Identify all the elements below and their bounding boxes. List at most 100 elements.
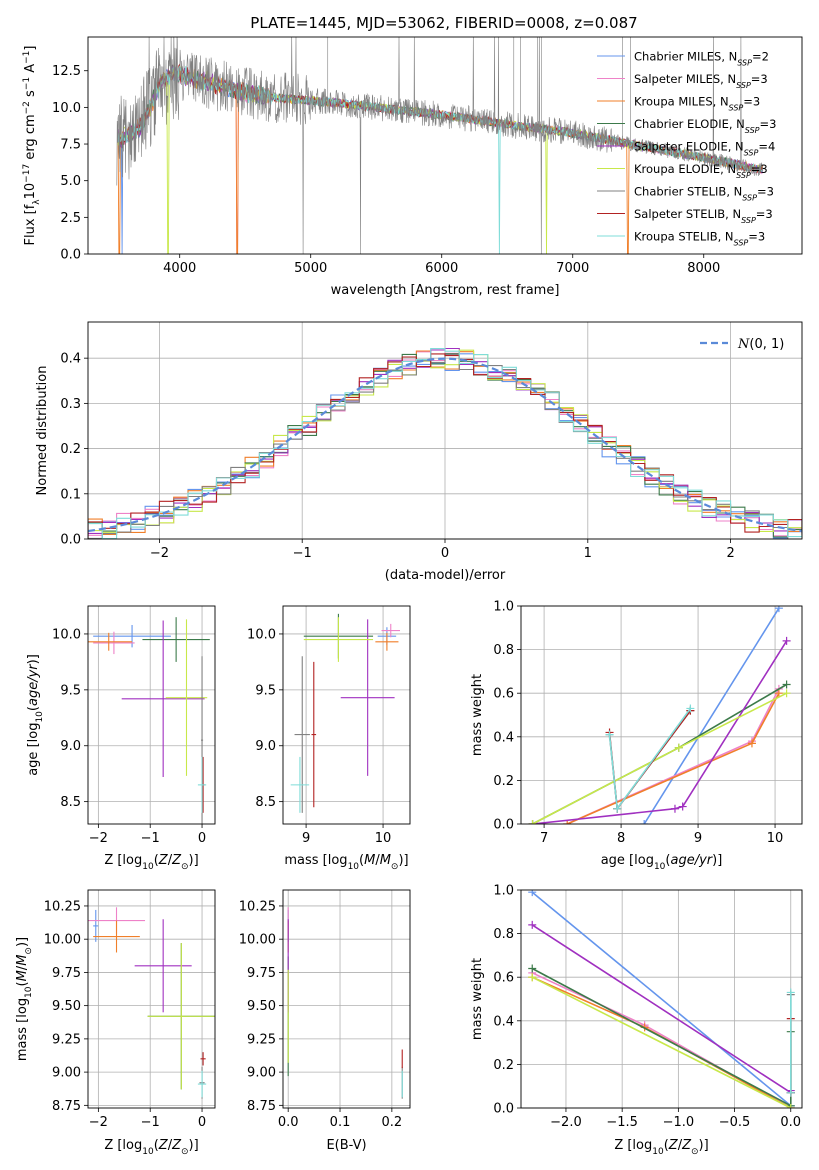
age_vs_Z-xtick-label: 0 (198, 831, 206, 846)
age_vs_Z-ytick-label: 9.5 (60, 683, 81, 698)
mass_weight_vs_age-axes-frame (520, 605, 803, 825)
age_vs_mass-ytick-label: 9.0 (255, 739, 276, 754)
mass_vs_ebv-series-group (287, 907, 403, 1099)
mass_weight_vs_age-xtick-label: 9 (694, 831, 702, 846)
mass_weight_vs_age-ytick-label: 1.0 (493, 600, 514, 615)
hist-xlabel: (data-model)/error (385, 568, 506, 583)
mass_weight_vs_age-series-salpeter-elodie-marker (782, 636, 791, 645)
mass_weight_vs_age-ytick-label: 0.4 (493, 730, 514, 745)
mass_vs_ebv-xtick-label: 0.2 (382, 1115, 403, 1130)
age_vs_Z-errorbar-chabrier-miles (93, 625, 171, 648)
age_vs_mass-ytick-label: 10.0 (247, 627, 276, 642)
mass_vs_Z-errorbar-salpeter-elodie (134, 919, 192, 1013)
hist-series-kroupa-elodie (88, 349, 802, 533)
hist-series-kroupa-stelib (88, 348, 802, 539)
mass_weight_vs_age-series-chabrier-miles-marker (640, 820, 649, 824)
age_vs_Z-errorbar-salpeter-miles (93, 631, 135, 655)
mass_vs_Z-ytick-label: 9.75 (52, 966, 81, 981)
age_vs_Z-errorbar-kroupa-miles (88, 632, 133, 651)
age_vs_mass-ytick-label: 9.5 (255, 683, 276, 698)
spectrum-observed-data (116, 37, 763, 254)
mass_vs_Z-xtick-label: 0 (198, 1115, 206, 1130)
spectrum-ytick-label: 7.5 (60, 138, 81, 153)
mass_vs_ebv-ytick-label: 9.75 (247, 966, 276, 981)
ageZ-xlabel: Z [log10(Z/Z⊙)] (104, 853, 198, 872)
mass_weight_vs_Z-ytick-label: 0.0 (493, 1102, 514, 1117)
spectrum-ytick-label: 0.0 (60, 248, 81, 263)
mass_weight_vs_age-series-kroupa-miles-marker (774, 689, 783, 698)
age_vs_mass-errorbar-kroupa-elodie (303, 617, 374, 662)
mass_weight_vs_Z-series-chabrier-elodie-marker (528, 964, 537, 973)
age_vs_Z-ytick-label: 8.5 (60, 795, 81, 810)
spectrum-axes-frame (87, 36, 803, 255)
mass_weight_vs_Z-series-salpeter-elodie-marker (528, 920, 537, 929)
mass_weight_vs_age-series-group (528, 606, 791, 824)
age_vs_Z-axes-frame (87, 605, 216, 825)
mass_vs_Z-axes-frame (87, 889, 216, 1109)
mass_weight_vs_age-xtick-label: 8 (617, 831, 625, 846)
mass_weight_vs_Z-series-kroupa-elodie-marker (528, 973, 537, 982)
spectrum-series-group (116, 37, 764, 254)
spectrum-xlabel: wavelength [Angstrom, rest frame] (331, 283, 560, 298)
mass_weight_vs_age-series-kroupa-elodie-marker (528, 820, 537, 824)
mass_weight_vs_age-series-kroupa-stelib-marker (605, 730, 614, 739)
age_vs_mass-errorbar-salpeter-elodie (340, 619, 395, 776)
mass_weight_vs_Z-series-group (528, 890, 795, 1108)
spectrum-series-kroupa-stelib (117, 64, 764, 254)
mass_weight_vs_Z-xtick-label: 0.0 (780, 1115, 801, 1130)
mass_vs_Z-errorbar-kroupa-stelib (197, 1070, 207, 1098)
mwZ-xlabel: Z [log10(Z/Z⊙)] (614, 1138, 708, 1157)
mass_vs_ebv-ytick-label: 8.75 (247, 1099, 276, 1114)
mwZ-ylabel: mass weight (470, 958, 485, 1040)
mass_weight_vs_Z-series-chabrier-miles-marker (528, 890, 537, 897)
mass_weight_vs_age-series-kroupa-stelib-marker (686, 704, 695, 713)
spectrum-ytick-label: 12.5 (52, 64, 81, 79)
hist-legend-label: N(0, 1) (737, 337, 784, 352)
age_vs_mass-errorbar-kroupa-miles (375, 632, 399, 651)
mass_vs_ebv-xtick-label: 0.1 (330, 1115, 351, 1130)
legend-entry-chabrier-stelib: Chabrier STELIB, NSSP=3 (634, 185, 774, 203)
age_vs_mass-axes-frame (282, 605, 411, 825)
age_vs_Z-xtick-label: −2 (89, 831, 108, 846)
hist-series-group (88, 347, 802, 539)
mass_vs_Z-series-group (88, 907, 215, 1099)
mass_weight_vs_Z-ytick-label: 0.8 (493, 927, 514, 942)
legend-entry-salpeter-stelib: Salpeter STELIB, NSSP=3 (634, 207, 773, 225)
age_vs_mass-series-group (290, 613, 400, 813)
residual_histogram-ytick-label: 0.3 (60, 397, 81, 412)
mwAge-xlabel: age [log10(age/yr)] (601, 853, 723, 872)
mass_weight_vs_Z-ytick-label: 0.2 (493, 1058, 514, 1073)
legend-entry-salpeter-miles: Salpeter MILES, NSSP=3 (634, 72, 768, 90)
mass_weight_vs_Z-xtick-label: −1.0 (663, 1115, 695, 1130)
legend-entry-kroupa-elodie: Kroupa ELODIE, NSSP=3 (634, 162, 768, 180)
age_vs_mass-errorbar-salpeter-stelib (311, 661, 317, 808)
residual_histogram-ytick-label: 0.1 (60, 487, 81, 502)
mass_weight_vs_age-series-salpeter-elodie-marker (678, 802, 687, 811)
mass_vs_Z-ytick-label: 8.75 (52, 1099, 81, 1114)
mass_vs_ebv-ytick-label: 9.00 (247, 1066, 276, 1081)
spectrum-xtick-label: 4000 (163, 261, 196, 276)
mass_vs_Z-ytick-label: 9.25 (52, 1032, 81, 1047)
age_vs_Z-errorbar-kroupa-elodie (165, 619, 208, 776)
legend-entry-kroupa-stelib: Kroupa STELIB, NSSP=3 (634, 230, 765, 248)
mass_weight_vs_Z-ytick-label: 0.6 (493, 971, 514, 986)
mass_weight_vs_Z-xtick-label: −0.5 (719, 1115, 751, 1130)
residual_histogram-xtick-label: −1 (293, 546, 312, 561)
mass_weight_vs_Z-series-chabrier-miles (531, 891, 792, 1107)
residual_histogram-ytick-label: 0.2 (60, 442, 81, 457)
mass_weight_vs_age-series-kroupa-miles-marker (563, 820, 572, 824)
ebv-xlabel: E(B-V) (326, 1138, 366, 1153)
mass_weight_vs_Z-series-kroupa-elodie-marker (786, 1104, 795, 1108)
age_vs_Z-errorbar-salpeter-elodie (121, 620, 205, 778)
spectrum-xtick-label: 7000 (556, 261, 589, 276)
mass_vs_ebv-ytick-label: 10.00 (239, 933, 276, 948)
mass_vs_Z-ytick-label: 10.00 (44, 933, 81, 948)
spectrum-ytick-label: 10.0 (52, 101, 81, 116)
mass_weight_vs_Z-series-kroupa-elodie (531, 976, 792, 1108)
spectrum-ytick-label: 5.0 (60, 174, 81, 189)
residual_histogram-xtick-label: 1 (584, 546, 592, 561)
massZ-ylabel: mass [log10(M/M⊙)] (15, 937, 34, 1061)
legend-entry-chabrier-elodie: Chabrier ELODIE, NSSP=3 (634, 117, 776, 135)
legend-entry-kroupa-miles: Kroupa MILES, NSSP=3 (634, 95, 760, 113)
